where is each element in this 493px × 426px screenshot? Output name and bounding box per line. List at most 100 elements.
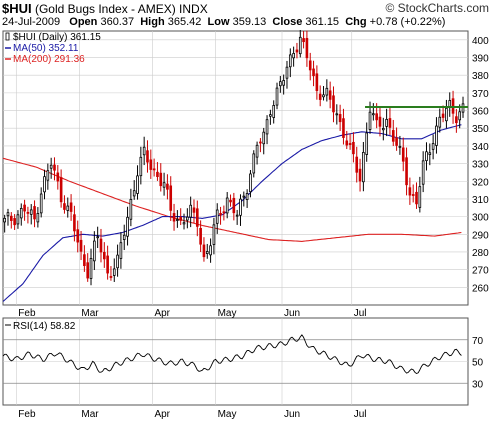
candle [43,169,46,200]
candle [73,205,76,242]
candle-body [93,240,96,262]
candle-body [23,204,26,212]
candle-body [152,168,156,171]
price-tick-label: 380 [472,71,489,82]
open-value: 360.37 [100,16,135,28]
candle-body [192,207,196,213]
candle-body [182,222,186,225]
month-label: May [218,308,237,319]
candle [146,140,149,173]
candle-body [169,185,173,211]
candle [322,86,325,101]
candle [235,209,239,225]
rsi-month-label: Jun [284,409,300,420]
exchange: INDX [179,2,208,16]
candle-body [415,191,418,205]
candle-body [162,182,166,188]
candle [3,214,6,233]
candle [272,100,276,124]
candle-body [352,141,355,155]
candle [381,117,385,141]
candle [26,206,30,224]
candle-body [408,187,412,196]
candle [159,163,163,192]
candle-body [9,215,13,221]
candle-body [385,118,388,127]
ma50-line [2,124,462,302]
candle-body [176,219,179,221]
candle [16,210,20,229]
price-tick-label: 320 [472,177,489,188]
candle [129,188,133,227]
candle [9,212,13,229]
candle [232,192,236,221]
candle-body [451,98,455,114]
candle [33,200,36,228]
candle [112,258,116,282]
candle-body [122,234,126,240]
candle [305,30,309,67]
candle [312,60,315,87]
candle-body [219,213,222,216]
candle-body [265,119,269,135]
rsi-line [2,334,462,375]
candle-body [298,36,302,55]
candle-body [132,190,136,197]
candle [415,182,418,209]
candle [139,146,143,185]
rsi-month-label: May [218,409,237,420]
symbol: $HUI [2,1,32,16]
candle-body [19,208,23,219]
candle-body [13,218,16,226]
candle [269,109,272,125]
candle [93,231,96,271]
index-name: (Gold Bugs Index - AMEX) [34,2,176,16]
candle-body [445,107,448,122]
candle [212,217,216,255]
price-panel-frame [2,30,469,306]
candle [152,158,156,177]
candle [318,85,322,107]
candle-body [395,137,398,146]
candle [418,176,422,213]
candle-body [312,68,315,77]
candle [36,207,40,228]
candle-body [372,113,375,116]
candle-body [295,49,299,53]
candle-body [425,151,428,162]
candle-body [39,193,43,214]
candle-body [302,38,305,43]
candle-body [405,157,408,186]
candle [255,141,259,165]
candle [86,253,90,282]
open-label: Open [69,16,98,28]
candle-body [222,211,226,214]
candle [29,204,33,225]
candle-body [318,93,322,100]
candle-body [63,203,66,210]
candle-body [418,186,422,208]
candle-body [205,251,209,254]
candle-body [179,217,183,221]
candle [428,143,432,166]
candle [408,177,412,205]
ma200-line [2,157,462,242]
candle-body [458,111,462,121]
candle-body [6,212,10,217]
candle [205,243,209,259]
candle-body [245,193,249,201]
candle-icon [5,32,10,41]
candle [348,133,352,150]
candle-body [252,153,256,174]
chg-value: +0.78 (+0.22%) [369,16,446,28]
candle [315,65,319,100]
candle-body [288,54,292,68]
candle [355,146,359,183]
candle [362,141,365,192]
candle-body [49,164,53,169]
candle-body [388,118,392,128]
legend-entry: $HUI (Daily) 361.15 [13,32,101,43]
chart-title: $HUI (Gold Bugs Index - AMEX) INDX [2,1,208,16]
candle [292,46,295,67]
